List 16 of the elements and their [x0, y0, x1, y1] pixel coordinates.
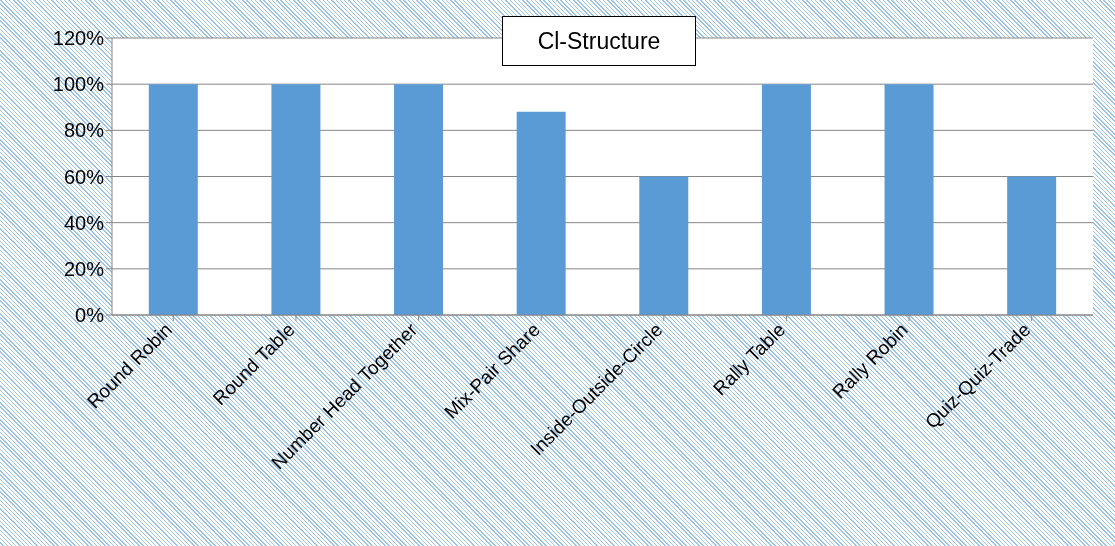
- bar: [639, 176, 689, 315]
- bar: [884, 84, 934, 315]
- y-tick-label: 20%: [63, 257, 105, 280]
- y-tick-label: 40%: [63, 211, 105, 234]
- y-tick-label: 80%: [63, 119, 105, 142]
- y-tick-label: 60%: [63, 165, 105, 188]
- bar: [148, 84, 198, 315]
- bar: [1007, 176, 1057, 315]
- y-tick-label: 120%: [52, 27, 105, 50]
- bar: [394, 84, 444, 315]
- y-tick-label: 100%: [52, 73, 105, 96]
- bar: [271, 84, 321, 315]
- y-tick-label: 0%: [75, 304, 105, 327]
- bar: [761, 84, 811, 315]
- chart-title: Cl-Structure: [502, 16, 696, 66]
- bar: [516, 111, 566, 315]
